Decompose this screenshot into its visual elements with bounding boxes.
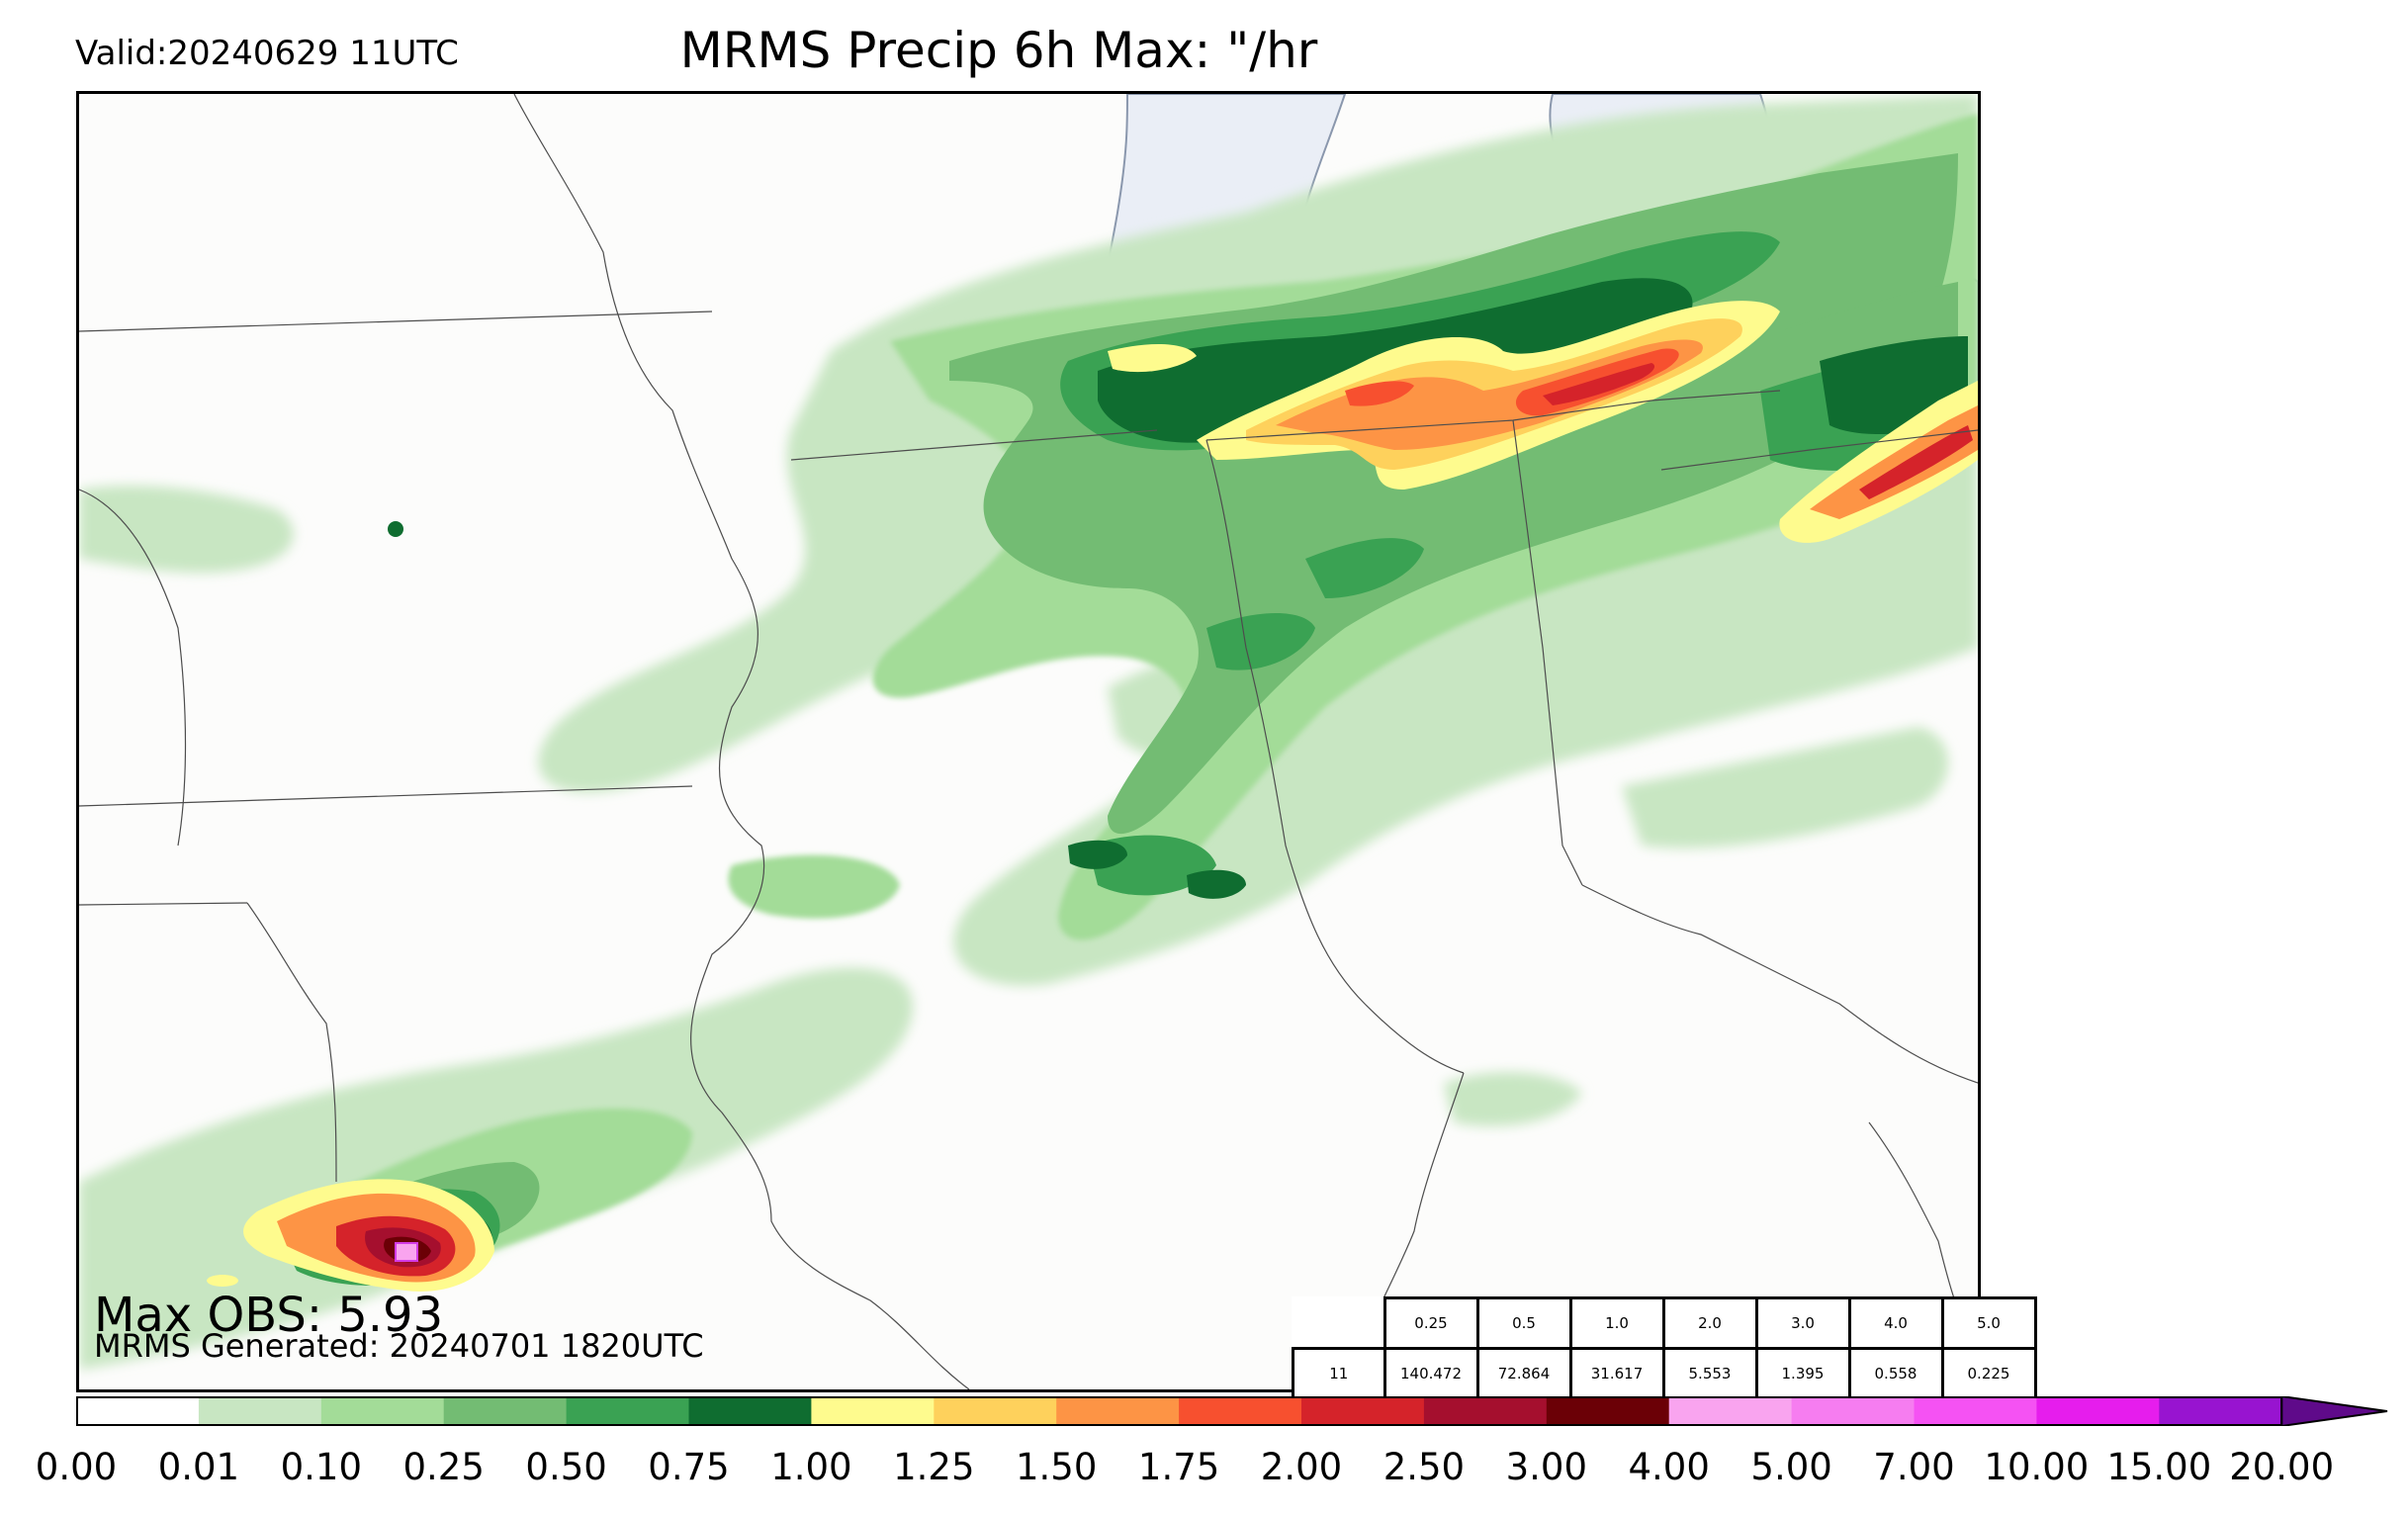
threshold-cell: 1.0 (1568, 1296, 1665, 1350)
threshold-cell: 2.0 (1661, 1296, 1758, 1350)
colorbar-segment (443, 1396, 568, 1426)
colorbar-segment (566, 1396, 690, 1426)
colorbar-segment (2159, 1396, 2282, 1426)
colorbar-tick-label: 0.00 (35, 1446, 118, 1488)
colorbar-segment (1179, 1396, 1302, 1426)
value-cell: 5.553 (1661, 1347, 1758, 1400)
colorbar-segment (811, 1396, 935, 1426)
precip-map (76, 91, 1981, 1392)
colorbar-segment (198, 1396, 322, 1426)
colorbar-segment (1914, 1396, 2037, 1426)
colorbar-tick-label: 1.75 (1137, 1446, 1220, 1488)
table-gap-cell (1293, 1298, 1385, 1349)
colorbar (76, 1396, 2388, 1426)
colorbar-tick-label: 1.25 (893, 1446, 975, 1488)
value-cell: 72.864 (1475, 1347, 1572, 1400)
colorbar-tick-label: 10.00 (1984, 1446, 2090, 1488)
colorbar-tick-label: 5.00 (1750, 1446, 1832, 1488)
threshold-cell: 0.5 (1475, 1296, 1572, 1350)
generated-label: MRMS Generated: 20240701 1820UTC (94, 1327, 704, 1365)
value-cell: 31.617 (1568, 1347, 1665, 1400)
colorbar-tick-label: 4.00 (1628, 1446, 1710, 1488)
colorbar-tick-label: 0.50 (525, 1446, 607, 1488)
threshold-cell: 5.0 (1940, 1296, 2037, 1350)
table-row: 0.25 0.5 1.0 2.0 3.0 4.0 5.0 (1293, 1296, 2037, 1350)
precip-heavy-east (1779, 381, 1978, 543)
colorbar-segment (688, 1396, 812, 1426)
precip-heavy (1108, 301, 1780, 490)
colorbar-extend-arrow (2280, 1396, 2388, 1426)
threshold-stats-table: 0.25 0.5 1.0 2.0 3.0 4.0 5.0 11 140.472 … (1292, 1296, 2037, 1400)
colorbar-tick-label: 2.00 (1260, 1446, 1343, 1488)
colorbar-tick-label: 0.10 (280, 1446, 362, 1488)
threshold-cell: 3.0 (1754, 1296, 1851, 1350)
state-borders (79, 94, 1978, 1389)
colorbar-tick-label: 0.75 (648, 1446, 730, 1488)
colorbar-segment (1791, 1396, 1916, 1426)
colorbar-segment (320, 1396, 445, 1426)
valid-time-label: Valid:20240629 11UTC (75, 34, 459, 73)
colorbar-tick-label: 1.00 (770, 1446, 852, 1488)
colorbar-tick-label: 20.00 (2229, 1446, 2335, 1488)
colorbar-segment (2036, 1396, 2160, 1426)
colorbar-segment (934, 1396, 1057, 1426)
value-cell: 140.472 (1382, 1347, 1479, 1400)
colorbar-segment (1301, 1396, 1425, 1426)
max-obs-label: Max OBS: 5.93 (94, 1288, 444, 1343)
row-label-cell: 11 (1292, 1347, 1386, 1400)
colorbar-tick-label: 2.50 (1382, 1446, 1466, 1488)
colorbar-tick-label: 0.25 (402, 1446, 485, 1488)
colorbar-segment (1546, 1396, 1670, 1426)
colorbar-tick-label: 0.01 (157, 1446, 240, 1488)
map-title: MRMS Precip 6h Max: "/hr (679, 22, 1318, 79)
map-canvas (79, 94, 1978, 1389)
colorbar-tick-label: 3.00 (1505, 1446, 1587, 1488)
threshold-cell: 4.0 (1847, 1296, 1944, 1350)
value-cell: 1.395 (1754, 1347, 1851, 1400)
colorbar-segment (1056, 1396, 1180, 1426)
table-row: 11 140.472 72.864 31.617 5.553 1.395 0.5… (1292, 1347, 2037, 1400)
value-cell: 0.225 (1940, 1347, 2037, 1400)
value-cell: 0.558 (1847, 1347, 1944, 1400)
threshold-cell: 0.25 (1382, 1296, 1479, 1350)
precip-heavy-southwest (207, 1179, 494, 1292)
colorbar-tick-label: 7.00 (1873, 1446, 1955, 1488)
colorbar-outline (76, 1396, 2283, 1426)
colorbar-tick-label: 1.50 (1015, 1446, 1098, 1488)
colorbar-segment (1668, 1396, 1793, 1426)
colorbar-segment (1423, 1396, 1548, 1426)
colorbar-tick-label: 15.00 (2106, 1446, 2212, 1488)
colorbar-segment (76, 1396, 200, 1426)
